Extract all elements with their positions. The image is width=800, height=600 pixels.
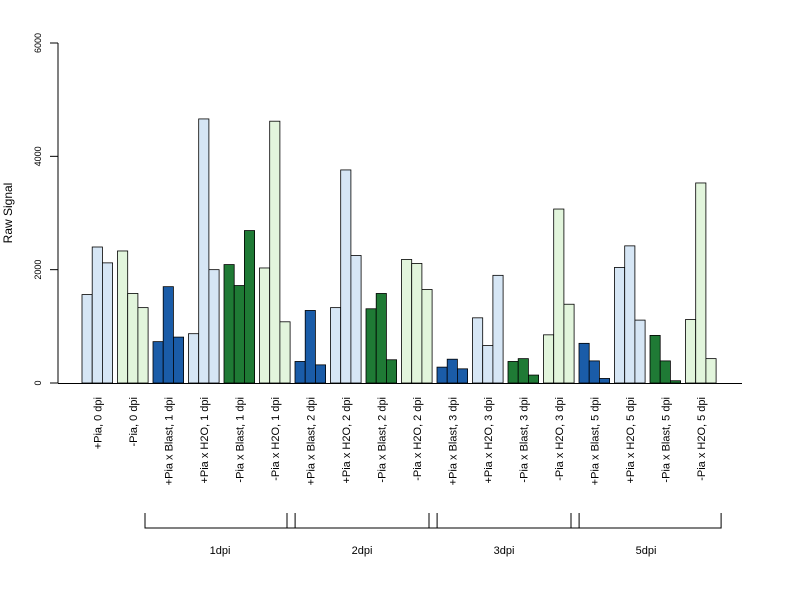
bar bbox=[162, 286, 174, 384]
x-tick-label: -Pia x Blast, 2 dpi bbox=[376, 397, 388, 483]
bar bbox=[127, 293, 139, 384]
group-label: 1dpi bbox=[210, 545, 231, 557]
bar bbox=[91, 246, 103, 384]
group-bracket bbox=[144, 513, 296, 529]
bar bbox=[375, 293, 387, 384]
x-tick-label: -Pia, 0 dpi bbox=[128, 397, 140, 447]
bar bbox=[102, 262, 114, 384]
bar bbox=[685, 319, 697, 384]
x-tick-labels: +Pia, 0 dpi -Pia, 0 dpi +Pia x Blast, 1 dp… bbox=[92, 397, 708, 485]
bar bbox=[208, 269, 220, 384]
group-label: 2dpi bbox=[352, 545, 373, 557]
bar bbox=[507, 361, 519, 384]
x-tick-label: -Pia x H2O, 5 dpi bbox=[696, 397, 708, 481]
bar bbox=[482, 345, 494, 384]
bar bbox=[259, 267, 271, 384]
bar bbox=[350, 255, 362, 384]
y-axis-label: Raw Signal bbox=[1, 183, 15, 244]
x-tick-label: +Pia x Blast, 3 dpi bbox=[447, 397, 459, 485]
bar bbox=[436, 366, 448, 384]
bar bbox=[670, 380, 682, 384]
bar bbox=[553, 208, 565, 384]
x-tick-label: -Pia x Blast, 5 dpi bbox=[660, 397, 672, 483]
x-tick-label: -Pia x H2O, 2 dpi bbox=[412, 397, 424, 481]
bar bbox=[137, 307, 149, 384]
x-tick-label: +Pia x H2O, 2 dpi bbox=[341, 397, 353, 484]
bar bbox=[456, 368, 468, 384]
bar bbox=[330, 307, 342, 384]
bar bbox=[198, 118, 210, 384]
group-bracket bbox=[570, 513, 722, 529]
bar bbox=[152, 341, 164, 384]
bar bbox=[588, 360, 600, 384]
bar bbox=[563, 303, 575, 384]
group-label: 5dpi bbox=[636, 545, 657, 557]
y-tick-label: 2000 bbox=[33, 260, 43, 280]
group-brackets: 1dpi 2dpi 3dpi 5dpi bbox=[144, 513, 722, 557]
bar bbox=[223, 264, 235, 384]
bar bbox=[233, 285, 245, 384]
group-label: 3dpi bbox=[494, 545, 515, 557]
bar bbox=[385, 359, 397, 384]
bar bbox=[314, 364, 326, 384]
group-bracket bbox=[286, 513, 438, 529]
bar bbox=[340, 169, 352, 384]
bar bbox=[517, 358, 529, 384]
bar bbox=[279, 321, 291, 384]
bar bbox=[243, 230, 255, 384]
bar bbox=[304, 310, 316, 384]
x-tick-label: +Pia x Blast, 2 dpi bbox=[305, 397, 317, 485]
bar bbox=[472, 317, 484, 384]
bar bbox=[624, 245, 636, 384]
y-tick-label: 6000 bbox=[33, 33, 43, 53]
bar bbox=[401, 259, 413, 384]
x-tick-label: -Pia x H2O, 3 dpi bbox=[554, 397, 566, 481]
x-tick-label: -Pia x H2O, 1 dpi bbox=[270, 397, 282, 481]
bar bbox=[528, 374, 540, 384]
bar bbox=[543, 334, 555, 384]
bar bbox=[365, 308, 377, 384]
group-bracket bbox=[428, 513, 580, 529]
y-tick-label: 0 bbox=[33, 380, 43, 385]
y-tick-label: 4000 bbox=[33, 146, 43, 166]
bar bbox=[614, 266, 626, 384]
bar bbox=[411, 263, 423, 384]
bar bbox=[81, 294, 93, 384]
bar bbox=[578, 342, 590, 384]
bar bbox=[117, 250, 129, 384]
bar bbox=[269, 120, 281, 384]
bar bbox=[492, 274, 504, 384]
bar bbox=[659, 360, 671, 384]
x-tick-label: +Pia x H2O, 1 dpi bbox=[199, 397, 211, 484]
bar bbox=[599, 378, 611, 384]
x-tick-label: +Pia, 0 dpi bbox=[92, 397, 104, 449]
x-tick-label: -Pia x Blast, 1 dpi bbox=[234, 397, 246, 483]
x-tick-label: +Pia x Blast, 1 dpi bbox=[163, 397, 175, 485]
bar bbox=[172, 336, 184, 384]
bar bbox=[649, 334, 661, 384]
bar bbox=[188, 333, 200, 384]
bar bbox=[634, 319, 646, 384]
bar bbox=[294, 361, 306, 384]
bar bbox=[705, 358, 717, 384]
x-tick-label: +Pia x Blast, 5 dpi bbox=[589, 397, 601, 485]
y-axis: 0 2000 4000 6000 bbox=[33, 33, 59, 386]
x-tick-label: +Pia x H2O, 3 dpi bbox=[483, 397, 495, 484]
bar bbox=[421, 289, 433, 384]
bar bbox=[446, 358, 458, 384]
x-tick-label: +Pia x H2O, 5 dpi bbox=[625, 397, 637, 484]
bar bbox=[695, 182, 707, 384]
bars bbox=[81, 118, 717, 384]
x-tick-label: -Pia x Blast, 3 dpi bbox=[518, 397, 530, 483]
